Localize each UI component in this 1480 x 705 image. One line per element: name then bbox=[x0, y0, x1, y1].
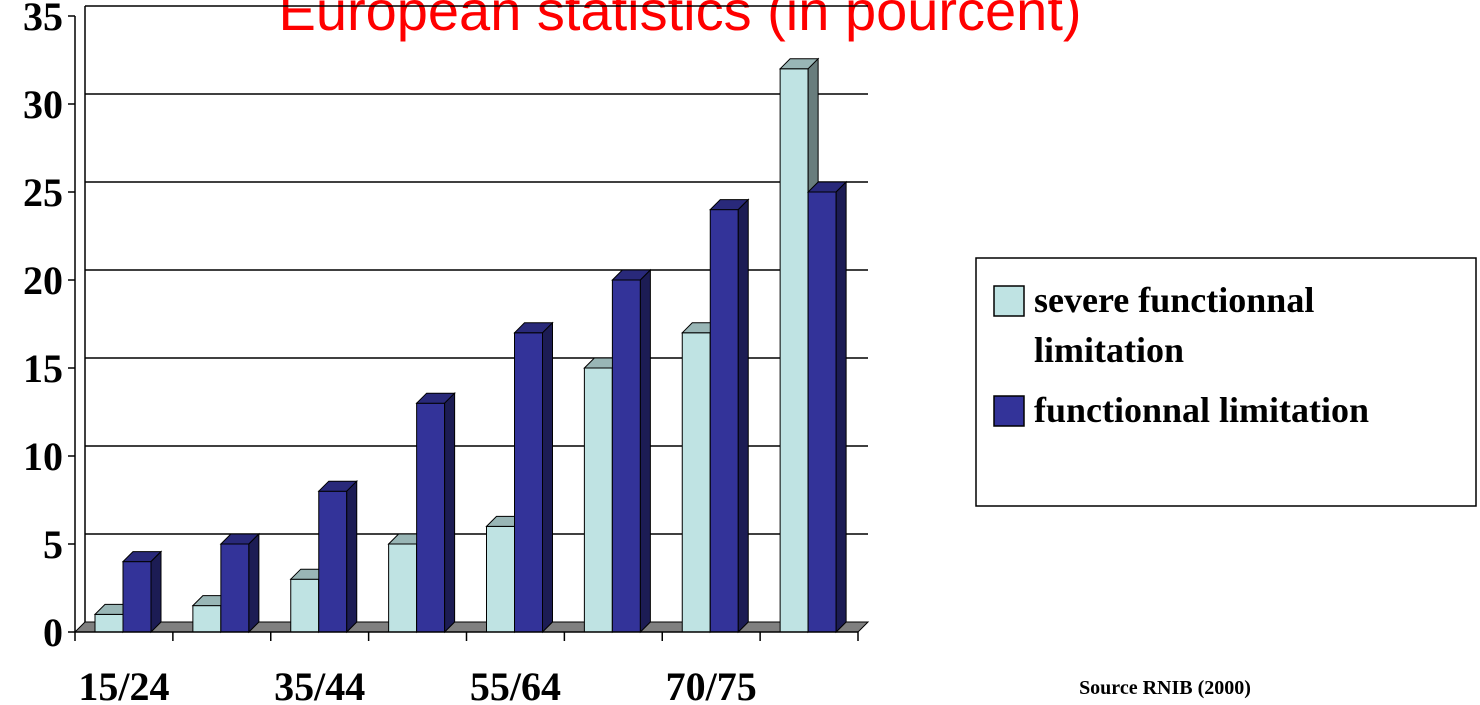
bar-front bbox=[290, 578, 320, 633]
bar-front bbox=[220, 543, 250, 633]
y-tick-label: 15 bbox=[23, 346, 63, 391]
x-tick-label: 70/75 bbox=[666, 664, 757, 705]
y-tick-label: 20 bbox=[23, 258, 63, 303]
y-tick-label: 0 bbox=[43, 610, 63, 655]
bar-functional-5 bbox=[611, 268, 652, 634]
chart-title: European statistics (in pourcent) bbox=[278, 0, 1081, 42]
bar-side bbox=[248, 532, 260, 634]
bar-side bbox=[737, 198, 749, 634]
bar-functional-7 bbox=[806, 180, 848, 634]
bar-front bbox=[318, 490, 348, 633]
gridlines bbox=[84, 5, 868, 622]
bar-side bbox=[346, 479, 358, 634]
bar-side bbox=[150, 550, 162, 634]
bar-front bbox=[611, 279, 641, 633]
bar-front bbox=[122, 561, 152, 633]
bar-front bbox=[779, 68, 809, 633]
bar-functional-6 bbox=[709, 198, 750, 634]
bars bbox=[93, 57, 848, 634]
bar-front bbox=[514, 332, 543, 633]
bar-front bbox=[486, 525, 515, 633]
bar-functional-3 bbox=[415, 391, 456, 634]
y-tick-label: 10 bbox=[23, 434, 63, 479]
bar-front bbox=[388, 543, 418, 633]
bar-functional-0 bbox=[121, 550, 163, 634]
bar-front bbox=[709, 209, 739, 633]
y-tick-label: 30 bbox=[23, 82, 63, 127]
x-tick-label: 55/64 bbox=[470, 664, 561, 705]
bar-functional-4 bbox=[513, 321, 554, 634]
source-note: Source RNIB (2000) bbox=[1079, 677, 1251, 699]
bar-front bbox=[94, 613, 124, 633]
legend-label-severe-line2: limitation bbox=[1034, 330, 1184, 370]
bar-front bbox=[681, 332, 711, 633]
bar-front bbox=[192, 605, 222, 633]
axes: 0 5 10 15 20 25 30 35 15/24 35/44 55/64 70/75 bbox=[23, 0, 859, 705]
bar-front bbox=[583, 367, 613, 633]
bar-front bbox=[807, 191, 837, 633]
legend: severe functionnal limitation functionna… bbox=[975, 257, 1477, 507]
legend-label-severe-line1: severe functionnal bbox=[1034, 280, 1314, 320]
bar-side bbox=[444, 391, 456, 634]
x-tick-label: 35/44 bbox=[274, 664, 365, 705]
bar-front bbox=[416, 402, 446, 633]
legend-box bbox=[975, 257, 1477, 507]
y-tick-label: 35 bbox=[23, 0, 63, 39]
legend-label-functional: functionnal limitation bbox=[1034, 390, 1369, 430]
legend-swatch-functional bbox=[993, 395, 1025, 427]
bar-functional-2 bbox=[317, 479, 358, 634]
y-tick-label: 5 bbox=[43, 522, 63, 567]
legend-swatch-severe bbox=[993, 285, 1025, 317]
y-tick-label: 25 bbox=[23, 170, 63, 215]
bar-side bbox=[542, 321, 553, 634]
bar-functional-1 bbox=[219, 532, 261, 634]
bar-side bbox=[835, 180, 847, 634]
x-tick-label: 15/24 bbox=[78, 664, 169, 705]
bar-side bbox=[639, 268, 651, 634]
